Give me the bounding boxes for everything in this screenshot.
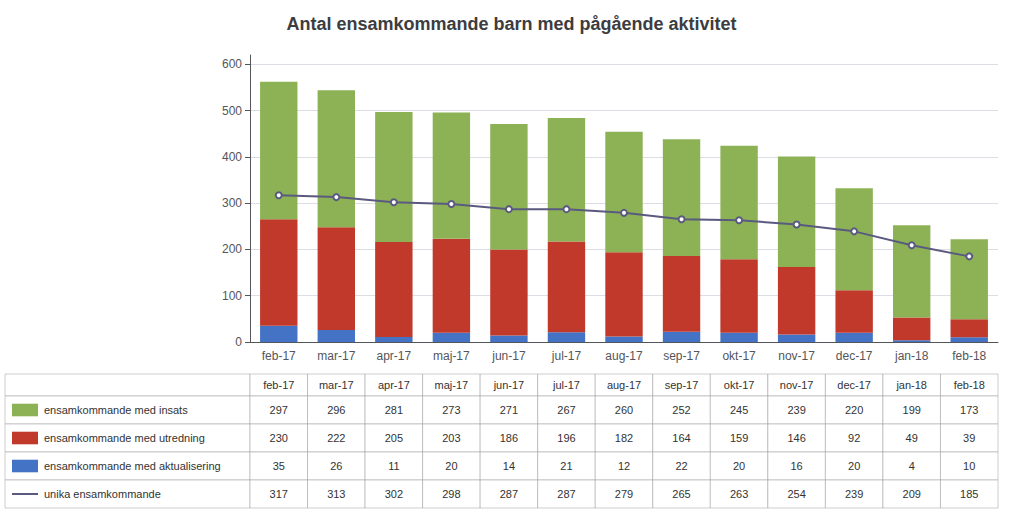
svg-text:298: 298 <box>442 488 460 500</box>
svg-text:263: 263 <box>730 488 748 500</box>
svg-text:254: 254 <box>787 488 805 500</box>
svg-text:ensamkommande med utredning: ensamkommande med utredning <box>44 432 205 444</box>
svg-text:300: 300 <box>222 196 242 210</box>
svg-text:281: 281 <box>385 404 403 416</box>
svg-text:apr-17: apr-17 <box>378 379 410 391</box>
svg-text:sep-17: sep-17 <box>665 379 699 391</box>
svg-text:287: 287 <box>557 488 575 500</box>
svg-text:maj-17: maj-17 <box>433 349 470 363</box>
svg-text:230: 230 <box>270 432 288 444</box>
svg-text:400: 400 <box>222 150 242 164</box>
svg-text:182: 182 <box>615 432 633 444</box>
svg-text:185: 185 <box>960 488 978 500</box>
svg-text:205: 205 <box>385 432 403 444</box>
svg-text:313: 313 <box>327 488 345 500</box>
svg-text:12: 12 <box>618 460 630 472</box>
svg-text:unika ensamkommande: unika ensamkommande <box>44 488 161 500</box>
svg-text:265: 265 <box>672 488 690 500</box>
svg-text:500: 500 <box>222 104 242 118</box>
svg-text:feb-18: feb-18 <box>954 379 985 391</box>
svg-text:297: 297 <box>270 404 288 416</box>
svg-text:35: 35 <box>273 460 285 472</box>
svg-text:nov-17: nov-17 <box>778 349 815 363</box>
svg-text:39: 39 <box>963 432 975 444</box>
svg-text:apr-17: apr-17 <box>377 349 412 363</box>
svg-text:92: 92 <box>848 432 860 444</box>
svg-text:159: 159 <box>730 432 748 444</box>
svg-text:aug-17: aug-17 <box>607 379 641 391</box>
svg-text:jul-17: jul-17 <box>552 379 580 391</box>
svg-text:aug-17: aug-17 <box>605 349 643 363</box>
svg-text:146: 146 <box>787 432 805 444</box>
svg-text:feb-17: feb-17 <box>263 379 294 391</box>
svg-text:sep-17: sep-17 <box>663 349 700 363</box>
svg-text:mar-17: mar-17 <box>319 379 354 391</box>
svg-text:Antal ensamkommande barn med p: Antal ensamkommande barn med pågående ak… <box>286 14 736 34</box>
svg-text:okt-17: okt-17 <box>722 349 756 363</box>
svg-text:maj-17: maj-17 <box>435 379 469 391</box>
svg-text:164: 164 <box>672 432 690 444</box>
svg-text:feb-17: feb-17 <box>262 349 296 363</box>
svg-text:200: 200 <box>222 242 242 256</box>
svg-text:239: 239 <box>787 404 805 416</box>
svg-text:feb-18: feb-18 <box>952 349 986 363</box>
svg-text:jan-18: jan-18 <box>894 349 929 363</box>
svg-text:239: 239 <box>845 488 863 500</box>
svg-text:100: 100 <box>222 289 242 303</box>
svg-text:273: 273 <box>442 404 460 416</box>
svg-text:260: 260 <box>615 404 633 416</box>
svg-text:10: 10 <box>963 460 975 472</box>
svg-text:jul-17: jul-17 <box>551 349 582 363</box>
svg-text:317: 317 <box>270 488 288 500</box>
svg-text:220: 220 <box>845 404 863 416</box>
svg-text:26: 26 <box>330 460 342 472</box>
svg-text:196: 196 <box>557 432 575 444</box>
svg-text:jan-18: jan-18 <box>895 379 927 391</box>
svg-text:jun-17: jun-17 <box>491 349 526 363</box>
svg-text:279: 279 <box>615 488 633 500</box>
svg-text:20: 20 <box>733 460 745 472</box>
svg-text:nov-17: nov-17 <box>780 379 814 391</box>
svg-text:ensamkommande med aktualiserin: ensamkommande med aktualisering <box>44 460 221 472</box>
svg-text:600: 600 <box>222 57 242 71</box>
svg-text:209: 209 <box>903 488 921 500</box>
svg-text:20: 20 <box>848 460 860 472</box>
svg-text:302: 302 <box>385 488 403 500</box>
svg-text:296: 296 <box>327 404 345 416</box>
svg-text:199: 199 <box>903 404 921 416</box>
svg-text:203: 203 <box>442 432 460 444</box>
svg-text:173: 173 <box>960 404 978 416</box>
svg-text:4: 4 <box>909 460 915 472</box>
svg-text:222: 222 <box>327 432 345 444</box>
svg-text:dec-17: dec-17 <box>836 349 873 363</box>
svg-text:287: 287 <box>500 488 518 500</box>
svg-text:271: 271 <box>500 404 518 416</box>
svg-text:252: 252 <box>672 404 690 416</box>
svg-text:267: 267 <box>557 404 575 416</box>
svg-text:mar-17: mar-17 <box>317 349 355 363</box>
svg-text:16: 16 <box>790 460 802 472</box>
svg-text:22: 22 <box>675 460 687 472</box>
svg-text:49: 49 <box>906 432 918 444</box>
svg-text:0: 0 <box>235 335 242 349</box>
svg-text:186: 186 <box>500 432 518 444</box>
svg-text:14: 14 <box>503 460 515 472</box>
svg-text:okt-17: okt-17 <box>724 379 755 391</box>
svg-text:245: 245 <box>730 404 748 416</box>
svg-text:20: 20 <box>445 460 457 472</box>
svg-text:dec-17: dec-17 <box>837 379 871 391</box>
svg-text:jun-17: jun-17 <box>493 379 525 391</box>
svg-text:21: 21 <box>560 460 572 472</box>
svg-text:11: 11 <box>388 460 399 472</box>
svg-text:ensamkommande med insats: ensamkommande med insats <box>44 404 188 416</box>
